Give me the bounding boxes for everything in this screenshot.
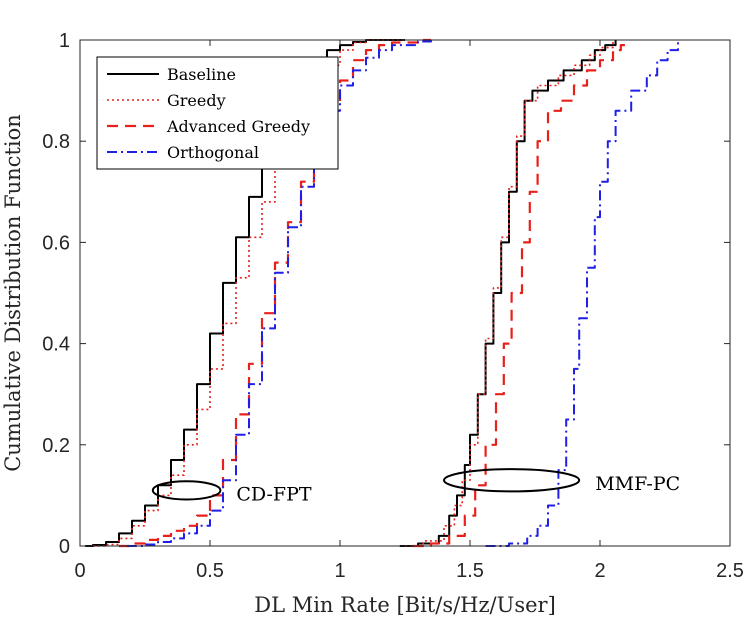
- y-tick-label: 0.8: [42, 131, 70, 153]
- annotation-label-cd-fpt: CD-FPT: [236, 483, 312, 505]
- series-line-advanced-greedy-mmf-pc: [412, 40, 628, 548]
- x-tick-label: 0: [74, 560, 85, 582]
- x-tick-label: 1.5: [456, 560, 484, 582]
- y-tick-label: 0: [59, 536, 70, 558]
- annotation-ellipse-mmf-pc: [443, 468, 581, 493]
- legend-label-greedy: Greedy: [167, 91, 226, 110]
- x-tick-label: 0.5: [196, 560, 224, 582]
- axes-box: [79, 39, 731, 547]
- x-axis-label: DL Min Rate [Bit/s/Hz/User]: [254, 593, 556, 617]
- x-tick-label: 2: [594, 560, 605, 582]
- legend: Baseline Greedy Advanced Greedy Orthogonal: [96, 56, 339, 170]
- y-tick-label: 0.2: [42, 435, 70, 457]
- y-axis-label: Cumulative Distribution Function: [1, 114, 25, 472]
- axes-layer: 0 0.5 1 1.5 2 2.5 0 0.2 0.4 0.6 0.8 1: [42, 30, 744, 582]
- x-tick-label: 2.5: [716, 560, 744, 582]
- legend-label-advanced-greedy: Advanced Greedy: [166, 117, 310, 136]
- legend-label-orthogonal: Orthogonal: [167, 143, 259, 162]
- legend-label-baseline: Baseline: [167, 65, 236, 84]
- legend-box: [96, 56, 339, 170]
- annotation-ellipse-cd-fpt: [151, 480, 222, 501]
- series-line-baseline-mmf-pc: [399, 40, 617, 547]
- x-tick-label: 1: [334, 560, 345, 582]
- y-tick-label: 0.4: [42, 334, 70, 356]
- y-tick-label: 0.6: [42, 232, 70, 254]
- annotation-layer: CD-FPT MMF-PC: [151, 468, 680, 505]
- series-line-advanced-greedy-cd-fpt: [119, 38, 431, 548]
- annotation-label-mmf-pc: MMF-PC: [595, 473, 680, 495]
- series-line-orthogonal-cd-fpt: [126, 40, 432, 547]
- y-tick-label: 1: [59, 30, 70, 52]
